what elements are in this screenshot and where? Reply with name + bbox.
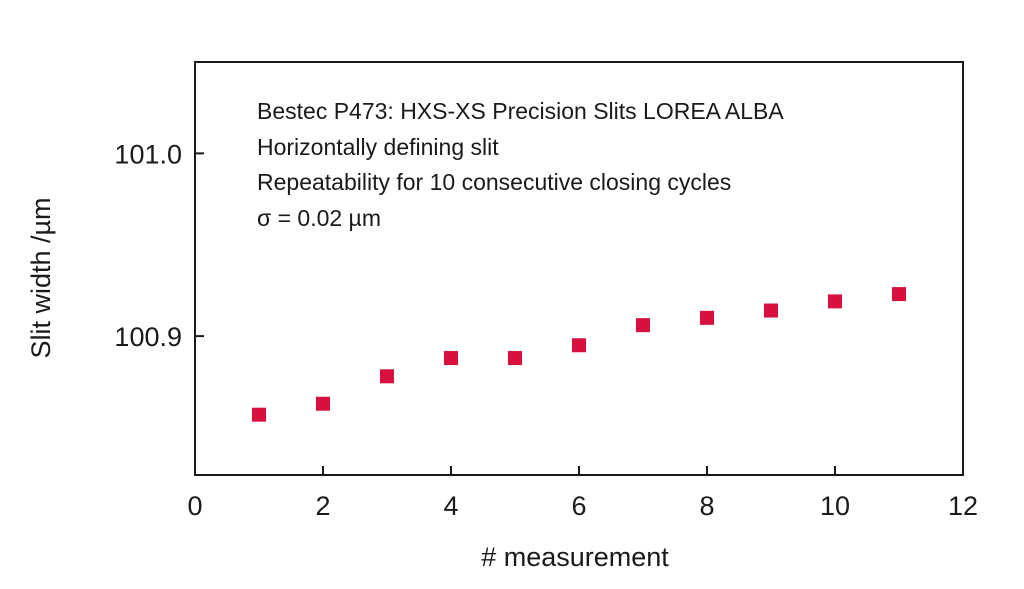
x-tick-label: 10: [820, 491, 850, 521]
x-tick-label: 6: [571, 491, 586, 521]
data-points: [252, 287, 906, 422]
data-point: [444, 351, 458, 366]
data-point: [828, 294, 842, 309]
annotation-line: Horizontally defining slit: [257, 134, 499, 160]
annotation-line: Bestec P473: HXS-XS Precision Slits LORE…: [257, 98, 784, 124]
data-point: [252, 407, 266, 422]
y-tick-label: 100.9: [114, 322, 182, 352]
x-tick-label: 2: [315, 491, 330, 521]
x-tick-label: 4: [443, 491, 458, 521]
data-point: [700, 310, 714, 325]
y-tick-labels: 100.9 101.0: [114, 139, 182, 352]
x-axis-title: # measurement: [481, 542, 669, 572]
x-tick-labels: 0 2 4 6 8 10 12: [187, 491, 978, 521]
annotation-box: Bestec P473: HXS-XS Precision Slits LORE…: [257, 98, 784, 231]
annotation-line: Repeatability for 10 consecutive closing…: [257, 169, 731, 195]
y-tick-label: 101.0: [114, 139, 182, 169]
data-point: [572, 338, 586, 353]
x-tick-label: 12: [948, 491, 978, 521]
x-tick-label: 8: [699, 491, 714, 521]
data-point: [892, 287, 906, 302]
annotation-line: σ = 0.02 µm: [257, 205, 381, 231]
data-point: [764, 303, 778, 318]
tick-marks: [195, 152, 836, 475]
data-point: [316, 396, 330, 411]
y-axis-title: Slit width /µm: [26, 197, 56, 358]
data-point: [508, 351, 522, 366]
data-point: [636, 318, 650, 333]
data-point: [380, 369, 394, 384]
x-tick-label: 0: [187, 491, 202, 521]
